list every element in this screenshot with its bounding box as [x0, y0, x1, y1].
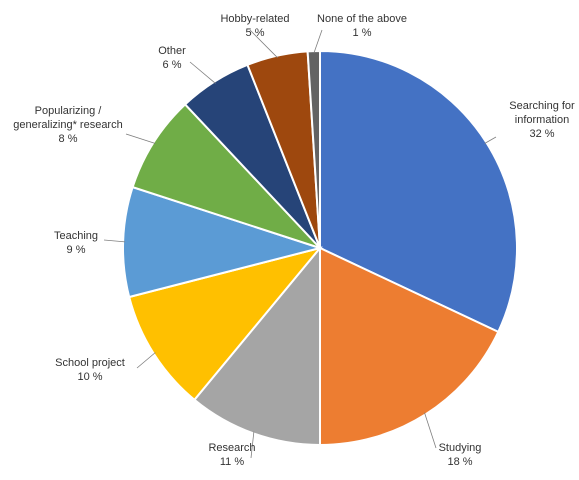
slice-label-teaching: Teaching 9 % — [54, 230, 98, 256]
slice-value-label: 11 % — [220, 456, 244, 468]
slice-name-label: Studying — [439, 442, 482, 454]
leader-line-teaching — [103, 239, 126, 243]
slice-value-label: 18 % — [447, 456, 472, 468]
slice-label-searching-for-information: Searching for information 32 % — [509, 100, 575, 140]
pie-slice-popularizing-generalizing-research — [131, 102, 321, 249]
slice-name-label: Popularizing / — [35, 105, 103, 117]
pie-slice-studying — [319, 246, 500, 447]
slice-value-label: 8 % — [59, 133, 78, 145]
slice-value-label: 9 % — [67, 244, 86, 256]
leader-line-searching-for-information — [484, 136, 497, 144]
slice-name-label: information — [515, 114, 569, 126]
slice-label-other: Other 6 % — [158, 45, 186, 71]
leader-line-studying — [424, 412, 437, 449]
slice-value-label: 10 % — [77, 371, 102, 383]
slice-name-label: None of the above — [317, 13, 407, 25]
leader-line-research — [250, 431, 255, 459]
slice-label-studying: Studying 18 % — [439, 442, 482, 468]
leader-line-none-of-the-above — [313, 29, 323, 54]
slice-label-hobby-related: Hobby-related 5 % — [220, 13, 289, 39]
slice-value-label: 6 % — [163, 59, 182, 71]
slice-value-label: 5 % — [246, 27, 265, 39]
leader-lines — [103, 29, 497, 459]
slice-value-label: 1 % — [353, 27, 372, 39]
slice-name-label: generalizing* research — [13, 119, 122, 131]
slice-labels: Searching for information 32 % Studying 18 %… — [13, 13, 575, 468]
slice-name-label: Research — [208, 442, 255, 454]
slice-name-label: Hobby-related — [220, 13, 289, 25]
slice-name-label: Teaching — [54, 230, 98, 242]
slice-label-school-project: School project 10 % — [55, 357, 125, 383]
leader-line-other — [189, 61, 216, 84]
leader-line-hobby-related — [249, 29, 278, 58]
slice-name-label: Other — [158, 45, 186, 57]
slice-name-label: School project — [55, 357, 125, 369]
slice-label-research: Research 11 % — [208, 442, 255, 468]
leader-line-popularizing-generalizing-research — [125, 133, 156, 144]
slice-name-label: Searching for — [509, 100, 575, 112]
leader-line-school-project — [136, 352, 156, 369]
pie-slices — [122, 49, 518, 447]
slice-label-none-of-the-above: None of the above 1 % — [317, 13, 407, 39]
pie-slice-research — [193, 245, 321, 447]
pie-slice-none-of-the-above — [306, 49, 321, 249]
slice-value-label: 32 % — [529, 128, 554, 140]
slice-label-popularizing-generalizing-research: Popularizing / generalizing* research 8 % — [13, 105, 122, 145]
